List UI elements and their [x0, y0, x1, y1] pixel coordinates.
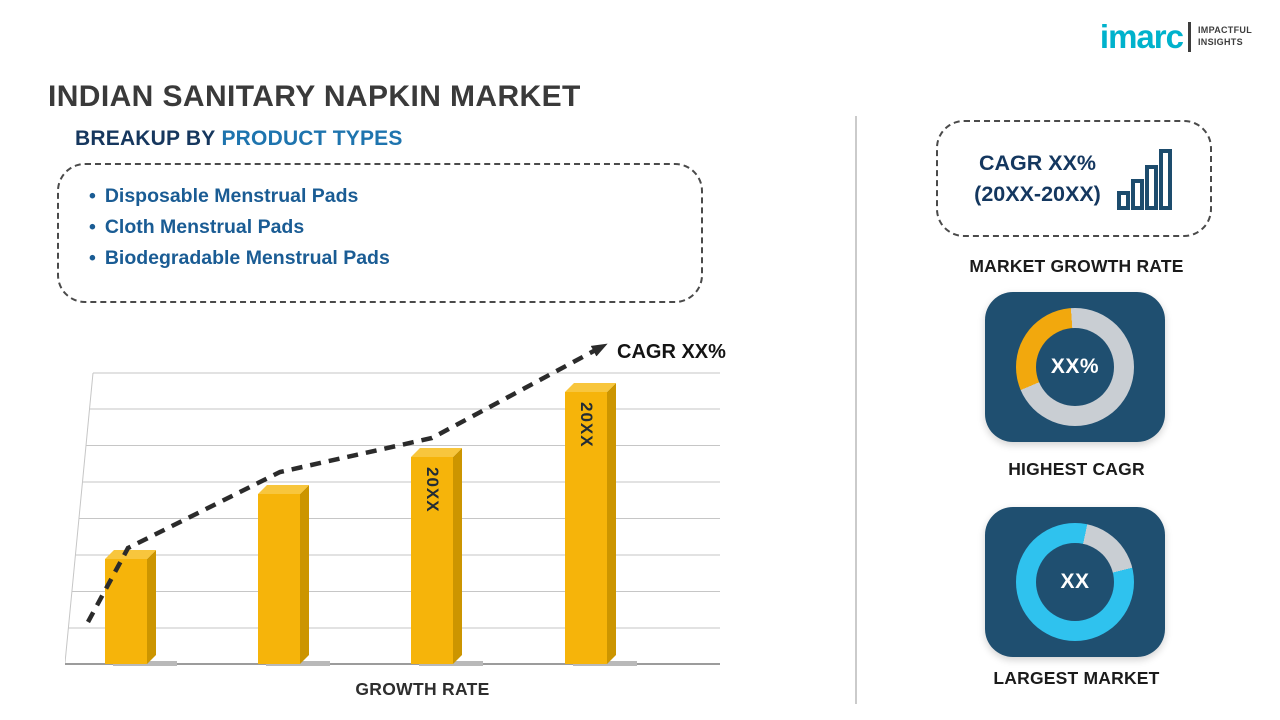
- cagr-annotation: CAGR XX%: [617, 341, 726, 363]
- highest-cagr-donut-hole: XX%: [1036, 328, 1114, 406]
- bullet-icon: •: [89, 247, 96, 269]
- product-type-label: Disposable Menstrual Pads: [104, 185, 359, 207]
- bar: 20XX: [565, 383, 616, 664]
- market-growth-rate-label: MARKET GROWTH RATE: [969, 256, 1184, 276]
- bar-chart-icon: [1116, 148, 1172, 210]
- cagr-value: CAGR XX%: [978, 151, 1097, 176]
- product-type-label: Biodegradable Menstrual Pads: [104, 247, 390, 269]
- bar: [258, 485, 309, 664]
- logo-tagline-line2: INSIGHTS: [1197, 36, 1243, 47]
- section-heading-prefix: BREAKUP BY: [75, 127, 216, 150]
- page-title: INDIAN SANITARY NAPKIN MARKET: [48, 80, 581, 114]
- growth-bar-chart: 20XX 20XX CAGR XX%: [65, 341, 726, 666]
- highest-cagr-donut: XX%: [1016, 308, 1134, 426]
- bar-label: 20XX: [423, 467, 442, 513]
- imarc-logo: imarc IMPACTFUL INSIGHTS: [1100, 20, 1252, 53]
- trend-arrow: [86, 343, 608, 624]
- bar-label: 20XX: [577, 402, 596, 448]
- list-item: • Cloth Menstrual Pads: [89, 212, 701, 243]
- section-heading-highlight: PRODUCT TYPES: [221, 127, 403, 150]
- bar: 20XX: [411, 448, 462, 664]
- logo-tagline-line1: IMPACTFUL: [1197, 24, 1252, 35]
- x-axis-label: GROWTH RATE: [355, 679, 490, 699]
- largest-market-label: LARGEST MARKET: [993, 668, 1160, 688]
- logo-tagline: IMPACTFUL INSIGHTS: [1198, 25, 1252, 48]
- largest-market-donut-hole: XX: [1036, 543, 1114, 621]
- cagr-period: (20XX-20XX): [974, 181, 1101, 206]
- bullet-icon: •: [89, 185, 96, 207]
- largest-market-card: XX: [985, 507, 1165, 657]
- highest-cagr-value: XX%: [1050, 355, 1100, 378]
- product-types-box: • Disposable Menstrual Pads • Cloth Mens…: [57, 163, 703, 303]
- logo-divider-bar: [1187, 21, 1191, 52]
- bullet-icon: •: [89, 216, 96, 238]
- list-item: • Biodegradable Menstrual Pads: [89, 243, 701, 274]
- section-heading: BREAKUP BY PRODUCT TYPES: [75, 127, 403, 151]
- vertical-divider: [855, 116, 857, 704]
- cagr-summary-box: CAGR XX% (20XX-20XX): [936, 120, 1212, 237]
- highest-cagr-label: HIGHEST CAGR: [1008, 459, 1145, 479]
- cagr-summary-text: CAGR XX% (20XX-20XX): [974, 148, 1101, 208]
- highest-cagr-card: XX%: [985, 292, 1165, 442]
- largest-market-donut: XX: [1016, 523, 1134, 641]
- list-item: • Disposable Menstrual Pads: [89, 181, 701, 212]
- product-type-label: Cloth Menstrual Pads: [104, 216, 305, 238]
- bar: [105, 550, 156, 664]
- imarc-brand: imarc: [1099, 18, 1184, 55]
- largest-market-value: XX: [1060, 570, 1090, 593]
